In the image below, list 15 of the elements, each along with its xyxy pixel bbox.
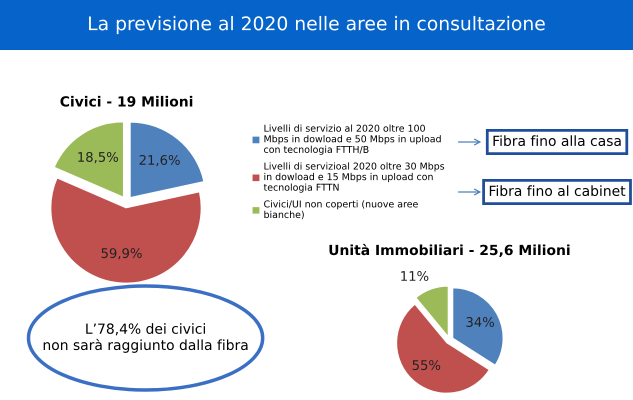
data-label: 59,9% (102, 248, 142, 260)
legend-label: Civici/UI non coperti (nuove aree bianche) (264, 200, 418, 220)
text: Fibra fino alla casa (494, 135, 621, 146)
text: Fibra fino al cabinet (490, 185, 626, 196)
text: La previsione al 2020 nelle aree in consultazione (89, 16, 545, 34)
legend-label: Livelli di servizioal 2020 oltre 30 Mbps in dowload e 15 Mbps in upload con tecnologia FTTN (264, 162, 444, 193)
data-label: 21,6% (140, 154, 180, 166)
data-label: 18,5% (78, 152, 118, 164)
data-label: 11% (401, 271, 428, 281)
data-label: 34% (466, 316, 494, 327)
text: L’78,4% dei civici non sarà raggiunto dalla fibra (44, 323, 248, 353)
data-label: 55% (412, 360, 440, 370)
chart-title: Civici - 19 Milioni (60, 96, 192, 107)
chart-title: Unità Immobiliari - 25,6 Milioni (329, 244, 570, 257)
legend-label: Livelli di servizio al 2020 oltre 100 Mbps in dowload e 50 Mbps in upload con tecnologia FTTH/B (264, 124, 441, 155)
